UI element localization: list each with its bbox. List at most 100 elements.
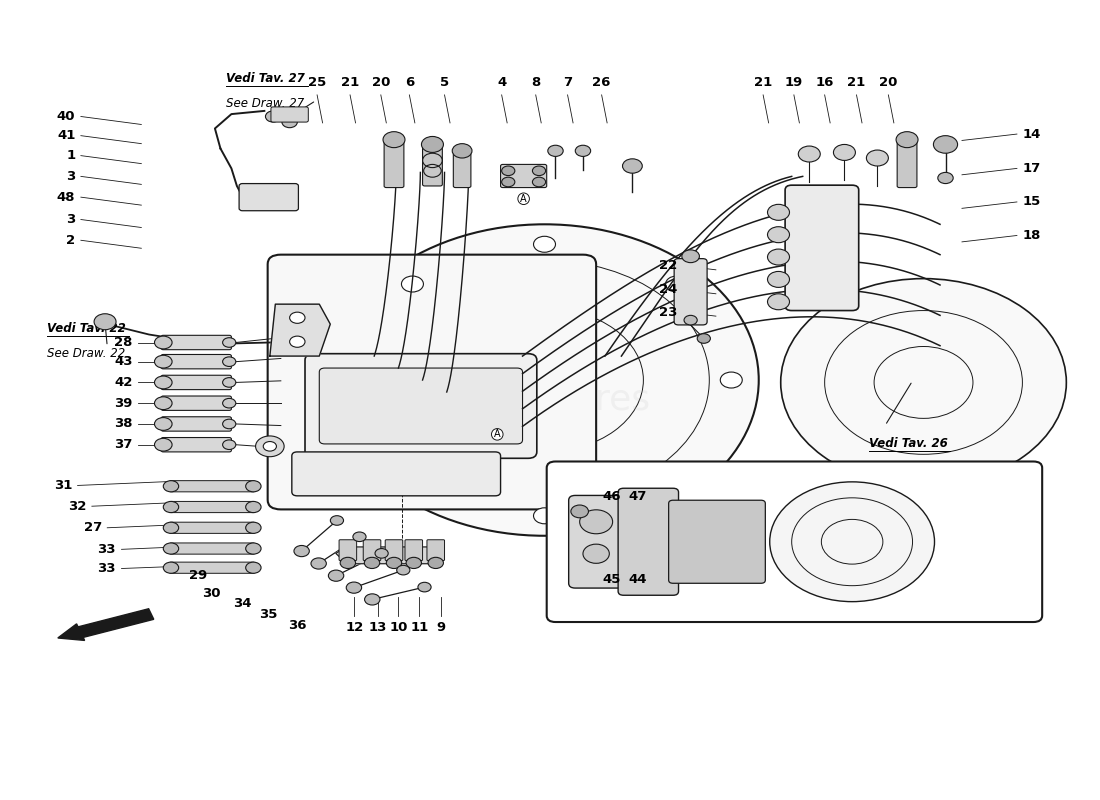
FancyBboxPatch shape bbox=[169, 481, 254, 492]
Circle shape bbox=[222, 378, 235, 387]
Polygon shape bbox=[336, 547, 440, 564]
Circle shape bbox=[154, 418, 172, 430]
Circle shape bbox=[534, 508, 556, 524]
Circle shape bbox=[934, 136, 958, 154]
Text: 9: 9 bbox=[437, 621, 446, 634]
Circle shape bbox=[154, 438, 172, 451]
Text: 5: 5 bbox=[440, 77, 449, 90]
Text: 34: 34 bbox=[233, 597, 251, 610]
Circle shape bbox=[364, 558, 380, 569]
Circle shape bbox=[402, 468, 424, 484]
Circle shape bbox=[834, 145, 856, 161]
Circle shape bbox=[311, 558, 327, 569]
FancyBboxPatch shape bbox=[292, 452, 500, 496]
Circle shape bbox=[329, 570, 344, 582]
Circle shape bbox=[222, 338, 235, 347]
Circle shape bbox=[289, 336, 305, 347]
Circle shape bbox=[255, 436, 284, 457]
Text: 36: 36 bbox=[287, 618, 306, 632]
Circle shape bbox=[163, 562, 178, 574]
Text: 41: 41 bbox=[57, 129, 76, 142]
FancyBboxPatch shape bbox=[618, 488, 679, 595]
Text: 14: 14 bbox=[1022, 127, 1041, 141]
Text: 3: 3 bbox=[66, 213, 76, 226]
Circle shape bbox=[682, 250, 700, 262]
Text: 42: 42 bbox=[114, 376, 132, 389]
Text: 35: 35 bbox=[260, 607, 277, 621]
Text: Vedi Tav. 22: Vedi Tav. 22 bbox=[47, 322, 125, 334]
Circle shape bbox=[263, 442, 276, 451]
Circle shape bbox=[452, 144, 472, 158]
FancyBboxPatch shape bbox=[363, 540, 381, 561]
FancyBboxPatch shape bbox=[569, 495, 624, 588]
Text: 17: 17 bbox=[1022, 162, 1041, 175]
Circle shape bbox=[580, 510, 613, 534]
FancyBboxPatch shape bbox=[427, 540, 444, 561]
FancyBboxPatch shape bbox=[169, 543, 254, 554]
Circle shape bbox=[154, 376, 172, 389]
Circle shape bbox=[163, 543, 178, 554]
FancyBboxPatch shape bbox=[422, 145, 442, 186]
Circle shape bbox=[154, 355, 172, 368]
Circle shape bbox=[421, 137, 443, 153]
Text: 4: 4 bbox=[497, 77, 506, 90]
Circle shape bbox=[768, 249, 790, 265]
Text: 7: 7 bbox=[563, 77, 572, 90]
Circle shape bbox=[163, 481, 178, 492]
FancyBboxPatch shape bbox=[161, 417, 231, 431]
Text: 22: 22 bbox=[659, 259, 678, 272]
Circle shape bbox=[583, 544, 609, 563]
Circle shape bbox=[95, 314, 116, 330]
FancyBboxPatch shape bbox=[239, 183, 298, 210]
Circle shape bbox=[548, 146, 563, 157]
FancyBboxPatch shape bbox=[271, 107, 308, 122]
FancyArrow shape bbox=[58, 609, 154, 641]
Text: 3: 3 bbox=[66, 170, 76, 183]
FancyBboxPatch shape bbox=[161, 375, 231, 390]
Text: 2: 2 bbox=[66, 234, 76, 246]
FancyBboxPatch shape bbox=[898, 141, 917, 187]
Circle shape bbox=[245, 562, 261, 574]
FancyBboxPatch shape bbox=[161, 354, 231, 369]
Text: eurospares: eurospares bbox=[450, 383, 650, 417]
Text: 21: 21 bbox=[341, 77, 360, 90]
FancyBboxPatch shape bbox=[669, 500, 766, 583]
Circle shape bbox=[386, 558, 402, 569]
Circle shape bbox=[768, 294, 790, 310]
Circle shape bbox=[684, 315, 697, 325]
Circle shape bbox=[938, 172, 954, 183]
Circle shape bbox=[768, 271, 790, 287]
Circle shape bbox=[364, 594, 380, 605]
Circle shape bbox=[666, 276, 688, 292]
Text: 45: 45 bbox=[603, 573, 620, 586]
Circle shape bbox=[666, 468, 688, 484]
Text: 20: 20 bbox=[372, 77, 390, 90]
Circle shape bbox=[245, 543, 261, 554]
Text: 20: 20 bbox=[879, 77, 898, 90]
Circle shape bbox=[575, 146, 591, 157]
Circle shape bbox=[346, 582, 362, 594]
FancyBboxPatch shape bbox=[161, 396, 231, 410]
FancyBboxPatch shape bbox=[453, 153, 471, 187]
Circle shape bbox=[245, 522, 261, 534]
Text: 13: 13 bbox=[368, 621, 387, 634]
Circle shape bbox=[697, 334, 711, 343]
Circle shape bbox=[428, 558, 443, 569]
Text: 44: 44 bbox=[628, 573, 647, 586]
Circle shape bbox=[623, 159, 642, 173]
Text: 24: 24 bbox=[659, 283, 678, 296]
Circle shape bbox=[163, 502, 178, 513]
Circle shape bbox=[896, 132, 918, 148]
FancyBboxPatch shape bbox=[674, 258, 707, 325]
Text: 19: 19 bbox=[784, 77, 803, 90]
Text: 37: 37 bbox=[114, 438, 132, 451]
Circle shape bbox=[222, 357, 235, 366]
Circle shape bbox=[768, 226, 790, 242]
FancyBboxPatch shape bbox=[169, 562, 254, 574]
Text: 31: 31 bbox=[54, 479, 73, 492]
Circle shape bbox=[340, 558, 355, 569]
Text: 43: 43 bbox=[114, 355, 132, 368]
Text: 6: 6 bbox=[405, 77, 414, 90]
Circle shape bbox=[265, 111, 280, 122]
Text: 26: 26 bbox=[593, 77, 611, 90]
